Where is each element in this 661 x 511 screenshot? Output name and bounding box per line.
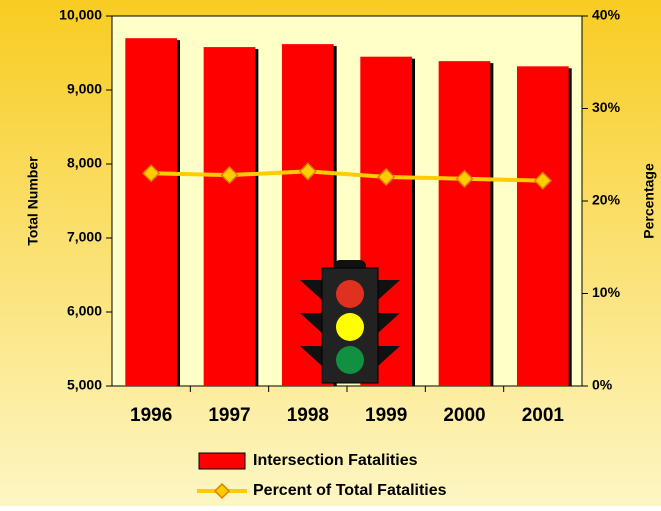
line-marker (377, 167, 396, 187)
y-tick-label: 7,000 (67, 229, 102, 245)
x-tick-label: 2001 (522, 405, 565, 426)
y-axis-title: Total Number (25, 156, 41, 246)
line-marker (142, 164, 161, 183)
legend-label: Percent of Total Fatalities (253, 482, 447, 499)
y-tick-label: 10,000 (59, 7, 102, 23)
bar (438, 61, 491, 386)
legend-swatch (198, 452, 246, 470)
bars (125, 38, 572, 387)
bar (516, 66, 569, 386)
bar (203, 47, 256, 387)
line (151, 169, 543, 183)
y-tick-label: 5,000 (67, 377, 102, 393)
line-layer (142, 162, 552, 190)
y-tick-label: 6,000 (67, 303, 102, 319)
legend-marker (213, 482, 231, 500)
line-marker (298, 162, 317, 181)
y2-tick-label: 10% (592, 284, 621, 300)
y2-tick-label: 40% (592, 7, 621, 23)
y2-tick-label: 20% (592, 192, 621, 208)
x-tick-label: 1996 (130, 405, 172, 426)
line-marker (455, 169, 474, 188)
legend-label: Intersection Fatalities (253, 452, 418, 469)
bar (125, 38, 178, 386)
x-tick-label: 2000 (443, 405, 485, 426)
traffic-light (300, 260, 400, 384)
y2-axis-title: Percentage (641, 163, 657, 239)
x-tick-label: 1998 (287, 405, 329, 426)
x-tick-label: 1997 (208, 405, 250, 426)
line-marker (533, 171, 552, 190)
y2-tick-label: 30% (592, 99, 621, 115)
y-tick-label: 9,000 (67, 81, 102, 97)
line-marker (220, 166, 239, 185)
y-tick-label: 8,000 (67, 155, 102, 171)
y2-tick-label: 0% (592, 377, 613, 393)
x-tick-label: 1999 (365, 405, 407, 426)
